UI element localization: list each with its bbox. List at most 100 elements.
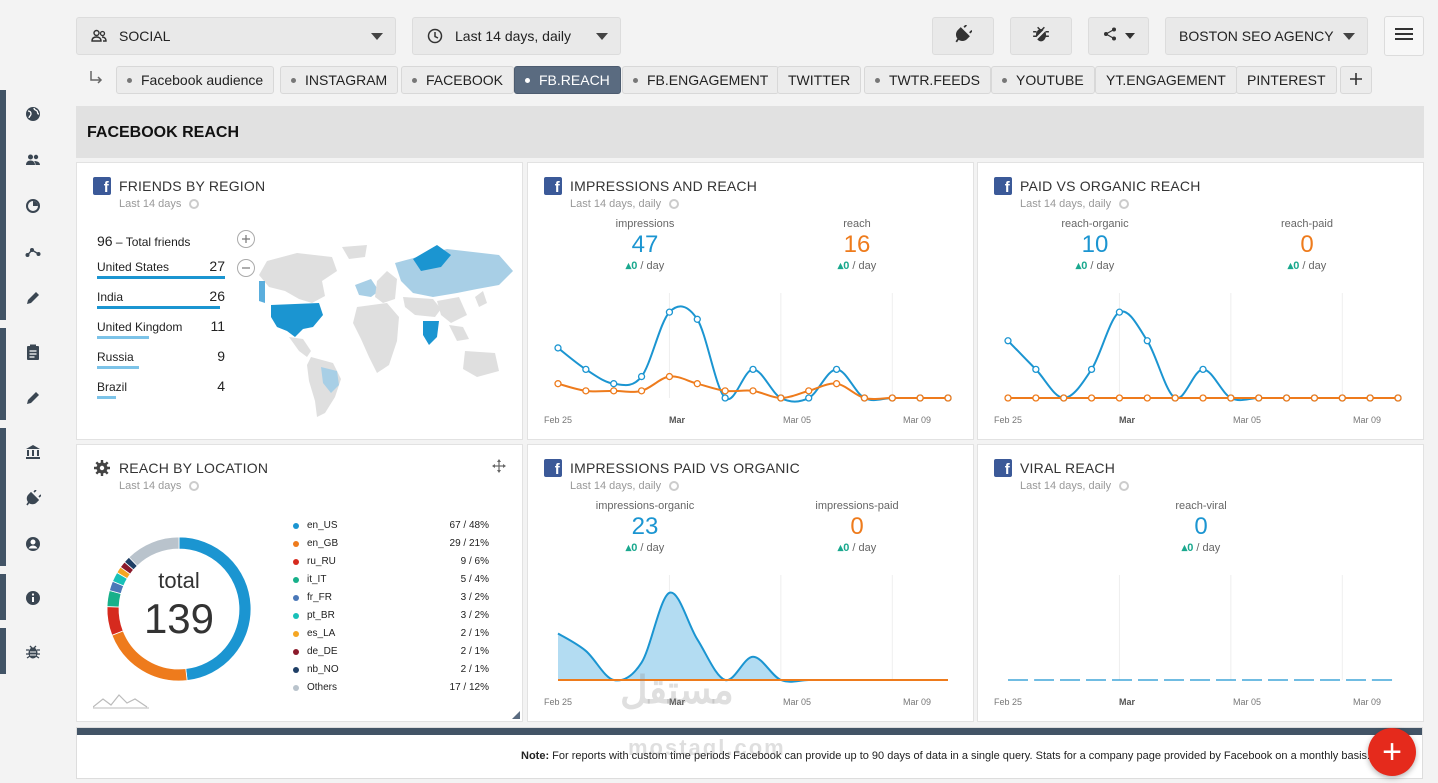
debug-button[interactable]	[1010, 17, 1072, 55]
metric-change-unit: / day	[849, 260, 877, 273]
metric-change-unit: / day	[1087, 260, 1115, 273]
viral-reach-chart[interactable]	[978, 575, 1425, 685]
country-row-in[interactable]: India 26	[97, 288, 225, 309]
tab-label: Facebook audience	[141, 72, 264, 88]
analytics-icon[interactable]	[22, 195, 44, 217]
period-select[interactable]: Last 14 days, daily	[412, 17, 621, 55]
tab-label: TWITTER	[788, 72, 851, 88]
add-widget-button[interactable]: +	[1368, 728, 1416, 776]
panel-subtitle: Last 14 days	[119, 198, 200, 210]
metric-change-value: ▴0	[625, 542, 638, 555]
paid-organic-reach-chart[interactable]	[978, 293, 1425, 403]
edit-icon[interactable]	[22, 287, 44, 309]
tab-label: FB.ENGAGEMENT	[647, 72, 769, 88]
zoom-out-button[interactable]	[237, 259, 255, 277]
x-tick-label: Mar 05	[1233, 697, 1262, 707]
country-name: Russia	[97, 350, 134, 364]
tab-facebook[interactable]: FACEBOOK	[401, 66, 515, 94]
x-tick-label: Mar 05	[1233, 415, 1262, 425]
panel-title-text: IMPRESSIONS AND REACH	[570, 178, 758, 194]
impressions-paid-organic-chart[interactable]	[528, 575, 975, 685]
x-tick-label: Mar	[1119, 415, 1136, 425]
info-icon[interactable]	[189, 199, 200, 209]
subdirectory-arrow-icon	[88, 70, 104, 91]
country-row-ru[interactable]: Russia 9	[97, 348, 225, 369]
country-row-us[interactable]: United States 27	[97, 258, 225, 279]
info-icon[interactable]	[669, 199, 680, 209]
move-icon[interactable]	[492, 459, 506, 478]
tab-fb-engagement[interactable]: FB.ENGAGEMENT	[622, 66, 780, 94]
share-button[interactable]	[1088, 17, 1149, 55]
data-point-reach-paid	[1394, 394, 1402, 402]
tab-twitter[interactable]: TWITTER	[777, 66, 862, 94]
x-tick-label: Feb 25	[544, 697, 573, 707]
info-icon[interactable]	[1119, 199, 1130, 209]
metric-change: ▴0 / day	[1015, 259, 1175, 272]
metric-label: reach-viral	[1175, 500, 1227, 512]
zoom-in-button[interactable]	[237, 230, 255, 248]
panel-period: Last 14 days, daily	[1020, 198, 1112, 210]
country-value: 11	[210, 318, 225, 334]
users-icon[interactable]	[22, 149, 44, 171]
data-point-reach-paid	[1087, 394, 1096, 402]
tab-pinterest[interactable]: PINTEREST	[1236, 66, 1337, 94]
panel-title: f FRIENDS BY REGION	[93, 177, 265, 195]
data-point-reach-paid	[1060, 394, 1068, 402]
tab-twtr-feeds[interactable]: TWTR.FEEDS	[864, 66, 991, 94]
sidebar-group-2	[0, 328, 62, 420]
country-row-uk[interactable]: United Kingdom 11	[97, 318, 225, 339]
info-icon[interactable]	[22, 587, 44, 609]
data-point-reach	[860, 394, 869, 402]
panel-title: f IMPRESSIONS PAID VS ORGANIC	[544, 459, 800, 477]
world-map[interactable]	[237, 241, 517, 421]
menu-button[interactable]	[1384, 16, 1424, 56]
footer-note: Note: For reports with custom time perio…	[521, 750, 1416, 762]
metric-label: reach-organic	[1061, 218, 1129, 230]
metric-label: impressions	[615, 218, 675, 230]
facebook-icon: f	[994, 177, 1012, 195]
data-point-impressions	[637, 372, 646, 381]
bug-icon[interactable]	[22, 641, 44, 663]
pen-icon[interactable]	[22, 387, 44, 409]
connections-icon[interactable]	[22, 241, 44, 263]
tab-fb-reach[interactable]: FB.REACH	[514, 66, 621, 94]
globe-icon[interactable]	[22, 103, 44, 125]
reach-donut-chart[interactable]	[95, 525, 263, 693]
group-select[interactable]: SOCIAL	[76, 17, 396, 55]
plug-icon[interactable]	[22, 487, 44, 509]
panel-period: Last 14 days	[119, 480, 182, 492]
connect-button[interactable]	[932, 17, 994, 55]
data-point-reach	[749, 387, 757, 395]
plug-icon	[954, 23, 973, 48]
donut-total-label: total	[158, 568, 200, 593]
info-icon[interactable]	[1119, 481, 1130, 491]
clipboard-icon[interactable]	[22, 341, 44, 363]
resize-handle[interactable]	[512, 711, 520, 719]
bank-icon[interactable]	[22, 441, 44, 463]
hamburger-icon	[1395, 27, 1413, 46]
add-tab-button[interactable]	[1340, 66, 1372, 94]
legend-value: 2 / 1%	[460, 664, 489, 675]
panel-subtitle: Last 14 days, daily	[1020, 198, 1130, 210]
info-icon[interactable]	[189, 481, 200, 491]
gear-icon	[93, 459, 111, 477]
tab-facebook-audience[interactable]: Facebook audience	[116, 66, 275, 94]
metric-change: ▴0 / day	[565, 259, 725, 272]
tab-youtube[interactable]: YOUTUBE	[991, 66, 1095, 94]
metric-change-value: ▴0	[837, 542, 850, 555]
info-icon[interactable]	[669, 481, 680, 491]
impressions-reach-chart[interactable]	[528, 293, 975, 403]
legend-swatch	[293, 649, 299, 655]
data-point-reach	[805, 387, 813, 395]
agency-select[interactable]: BOSTON SEO AGENCY	[1165, 17, 1368, 55]
tab-instagram[interactable]: INSTAGRAM	[280, 66, 399, 94]
metric-change-value: ▴0	[1075, 260, 1088, 273]
tab-dot	[875, 77, 880, 83]
account-icon[interactable]	[22, 533, 44, 555]
impressions-reach-panel: f IMPRESSIONS AND REACH Last 14 days, dai…	[527, 162, 974, 440]
country-row-br[interactable]: Brazil 4	[97, 378, 225, 399]
group-select-value: SOCIAL	[119, 28, 171, 44]
legend-name: de_DE	[307, 646, 338, 657]
metric-value: 47	[631, 231, 659, 258]
tab-yt-engagement[interactable]: YT.ENGAGEMENT	[1095, 66, 1237, 94]
